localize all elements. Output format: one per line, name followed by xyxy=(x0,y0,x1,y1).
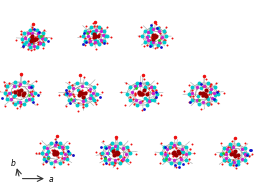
Text: a: a xyxy=(48,175,53,184)
Text: b: b xyxy=(11,159,16,168)
